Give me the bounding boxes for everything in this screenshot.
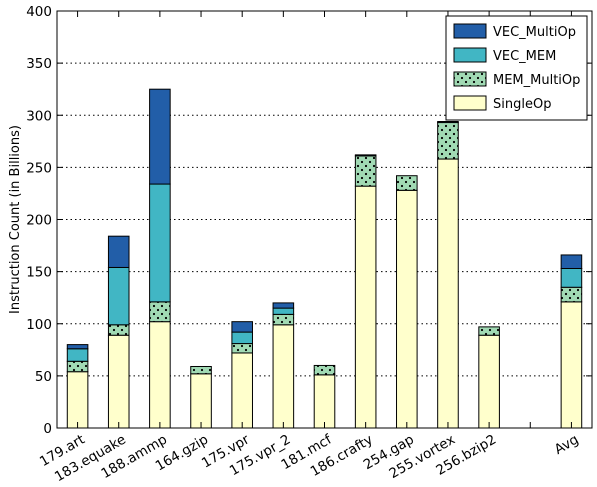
- bar-vec-multiop: [560, 254, 583, 269]
- bar-mem-multiop: [354, 155, 377, 187]
- bar-singleop: [149, 321, 171, 429]
- legend-swatch: [453, 95, 487, 111]
- bar-mem-multiop: [560, 286, 583, 303]
- bar-mem-multiop: [272, 313, 295, 326]
- bar-vec-mem: [272, 307, 295, 315]
- bar-mem-multiop: [149, 301, 171, 323]
- legend-label: MEM_MultiOp: [493, 73, 580, 88]
- bar-vec-mem: [66, 348, 89, 362]
- bar-mem-multiop: [313, 364, 336, 376]
- legend-swatch: [453, 47, 487, 63]
- bar-vec-multiop: [437, 121, 459, 124]
- bar-vec-mem: [149, 183, 171, 303]
- bar-vec-multiop: [354, 154, 377, 157]
- bar-vec-multiop: [107, 235, 130, 268]
- y-tick-label: 400: [26, 4, 52, 20]
- bar-singleop: [313, 374, 336, 429]
- bar-singleop: [478, 334, 500, 429]
- legend-label: SingleOp: [493, 97, 551, 112]
- bar-singleop: [107, 334, 130, 429]
- y-axis-label: Instruction Count (in Billions): [8, 125, 23, 314]
- bar-mem-multiop: [66, 360, 89, 373]
- bars-layer: [66, 88, 583, 429]
- legend-label: VEC_MultiOp: [493, 25, 576, 40]
- bar-singleop: [396, 189, 418, 429]
- y-tick-label: 100: [26, 317, 52, 333]
- bar-singleop: [437, 158, 459, 429]
- legend-swatch: [453, 23, 487, 39]
- legend: VEC_MultiOp VEC_MEM MEM_MultiOp SingleOp: [445, 15, 588, 121]
- legend-swatch: [453, 71, 487, 87]
- bar-vec-mem: [560, 267, 583, 288]
- y-tick-label: 0: [43, 421, 52, 437]
- bar-singleop: [66, 371, 89, 429]
- y-tick-label: 350: [26, 56, 52, 72]
- bar-vec-mem: [107, 266, 130, 326]
- x-tick-label: Avg: [552, 432, 582, 458]
- bar-mem-multiop: [107, 324, 130, 336]
- bar-singleop: [560, 301, 583, 429]
- bar-vec-mem: [231, 331, 253, 345]
- y-tick-label: 300: [26, 108, 52, 124]
- bar-singleop: [272, 324, 295, 429]
- bar-mem-multiop: [437, 122, 459, 160]
- y-tick-label: 200: [26, 213, 52, 229]
- bar-mem-multiop: [478, 326, 500, 336]
- bar-mem-multiop: [396, 175, 418, 191]
- bar-vec-multiop: [272, 302, 295, 309]
- bar-singleop: [231, 352, 253, 429]
- bar-singleop: [354, 185, 377, 429]
- y-tick-label: 50: [35, 369, 52, 385]
- bar-mem-multiop: [190, 365, 212, 375]
- bar-vec-multiop: [66, 344, 89, 350]
- bar-vec-multiop: [231, 321, 253, 333]
- legend-label: VEC_MEM: [493, 49, 556, 64]
- bar-mem-multiop: [231, 343, 253, 354]
- y-tick-label: 150: [26, 265, 52, 281]
- bar-singleop: [190, 373, 212, 429]
- y-tick-label: 250: [26, 160, 52, 176]
- bar-vec-multiop: [149, 88, 171, 185]
